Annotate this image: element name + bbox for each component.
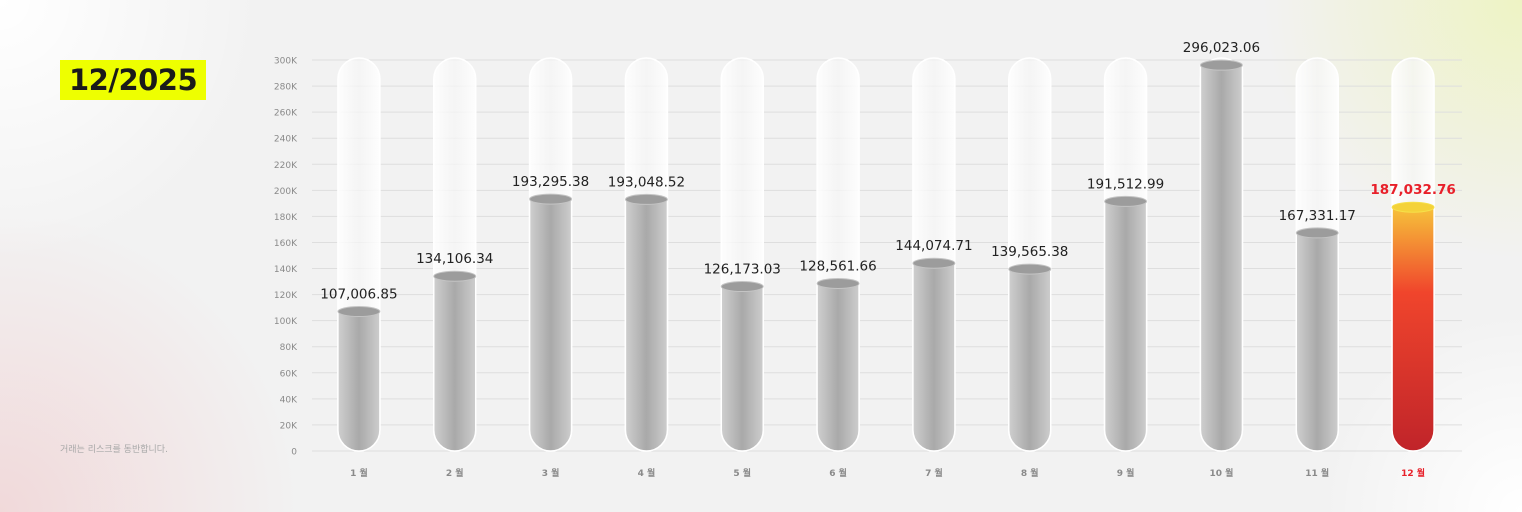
- bar-cap: [1295, 227, 1339, 239]
- y-tick-label: 140K: [274, 265, 298, 275]
- x-tick-label: 2 월: [446, 467, 464, 479]
- y-tick-label: 80K: [280, 343, 298, 353]
- bar: [528, 198, 573, 452]
- bar-cap: [816, 277, 860, 289]
- y-tick-label: 240K: [274, 135, 298, 145]
- y-tick-label: 60K: [280, 369, 298, 379]
- period-badge: 12/2025: [60, 60, 207, 100]
- bar-cap: [1199, 59, 1243, 71]
- x-tick-label: 9 월: [1117, 467, 1135, 479]
- bar: [720, 285, 764, 452]
- bar: [1391, 206, 1435, 452]
- x-tick-label: 12 월: [1401, 467, 1425, 479]
- y-tick-label: 120K: [274, 291, 298, 301]
- y-tick-label: 40K: [280, 395, 298, 405]
- bar: [1103, 200, 1148, 452]
- x-tick-label: 10 월: [1209, 467, 1233, 479]
- data-label: 193,048.52: [608, 174, 685, 190]
- data-label: 134,106.34: [416, 251, 493, 267]
- x-tick-label: 3 월: [542, 467, 560, 479]
- y-tick-label: 20K: [280, 421, 298, 431]
- bar-cap: [624, 193, 668, 205]
- bar: [1008, 268, 1052, 452]
- data-label: 167,331.17: [1279, 208, 1356, 224]
- bar: [1295, 232, 1339, 452]
- y-tick-label: 260K: [274, 109, 298, 119]
- bar-cap: [433, 270, 477, 282]
- x-tick-label: 5 월: [733, 467, 751, 479]
- data-label: 144,074.71: [895, 238, 972, 254]
- x-tick-label: 4 월: [638, 467, 656, 479]
- y-tick-label: 0: [291, 448, 297, 458]
- bar-cap: [337, 306, 381, 318]
- y-tick-label: 160K: [274, 239, 298, 249]
- bar: [337, 310, 381, 452]
- bar-cap: [720, 281, 764, 293]
- bar-cap: [912, 257, 956, 269]
- bar-cap: [1008, 263, 1052, 275]
- data-label: 193,295.38: [512, 174, 589, 190]
- risk-disclaimer: 거래는 리스크를 동반합니다.: [60, 445, 168, 455]
- bar: [816, 282, 860, 452]
- data-label: 187,032.76: [1370, 182, 1455, 198]
- data-label: 126,173.03: [704, 262, 781, 278]
- x-tick-label: 8 월: [1021, 467, 1039, 479]
- data-label: 128,561.66: [799, 258, 876, 274]
- data-label: 296,023.06: [1183, 40, 1260, 56]
- data-label: 107,006.85: [320, 287, 397, 303]
- bar: [912, 262, 956, 452]
- y-tick-label: 200K: [274, 187, 298, 197]
- bar: [624, 198, 669, 452]
- x-tick-label: 11 월: [1305, 467, 1329, 479]
- x-tick-label: 6 월: [829, 467, 847, 479]
- data-label: 139,565.38: [991, 244, 1068, 260]
- y-tick-label: 220K: [274, 161, 298, 171]
- y-tick-label: 300K: [274, 57, 298, 67]
- y-tick-label: 280K: [274, 83, 298, 93]
- y-tick-label: 180K: [274, 213, 298, 223]
- bar-cap: [1391, 201, 1435, 213]
- bar: [433, 275, 477, 452]
- x-tick-label: 1 월: [350, 467, 368, 479]
- bar-cap: [529, 193, 573, 205]
- x-tick-label: 7 월: [925, 467, 943, 479]
- y-tick-label: 100K: [274, 317, 298, 327]
- bar: [1199, 64, 1244, 452]
- bar-cap: [1104, 195, 1148, 207]
- data-label: 191,512.99: [1087, 176, 1164, 192]
